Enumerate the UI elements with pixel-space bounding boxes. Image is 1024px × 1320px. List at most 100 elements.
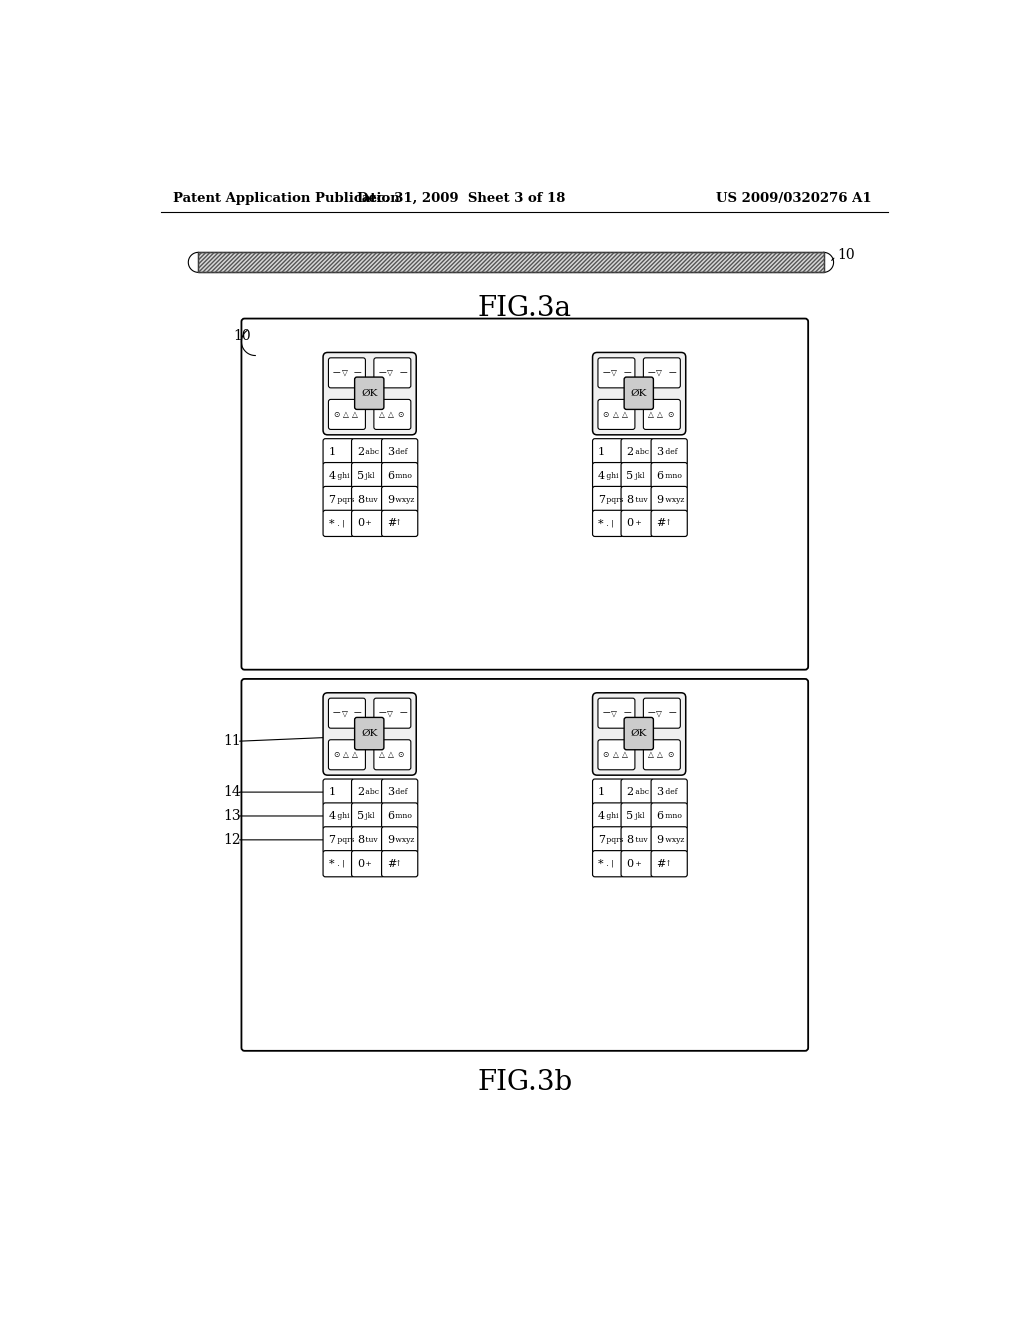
Text: +: +	[633, 859, 641, 867]
FancyBboxPatch shape	[382, 511, 418, 536]
Text: —: —	[669, 709, 677, 717]
Text: 3: 3	[387, 446, 394, 457]
Text: tuv: tuv	[364, 836, 378, 843]
FancyBboxPatch shape	[382, 803, 418, 829]
Text: ØK: ØK	[631, 389, 647, 397]
Text: . |: . |	[604, 519, 613, 528]
FancyBboxPatch shape	[593, 352, 686, 434]
FancyBboxPatch shape	[351, 803, 384, 829]
Text: —: —	[624, 368, 631, 378]
Text: 8: 8	[627, 495, 634, 504]
FancyBboxPatch shape	[374, 358, 411, 388]
Text: △: △	[657, 750, 664, 759]
FancyBboxPatch shape	[382, 487, 418, 512]
FancyBboxPatch shape	[598, 400, 635, 429]
Text: mno: mno	[663, 812, 682, 820]
FancyBboxPatch shape	[382, 438, 418, 465]
FancyBboxPatch shape	[621, 462, 653, 488]
FancyBboxPatch shape	[351, 487, 384, 512]
Text: ▽: ▽	[342, 368, 347, 378]
Text: #: #	[387, 519, 396, 528]
Text: ghi: ghi	[335, 471, 349, 479]
Text: #: #	[656, 519, 666, 528]
FancyBboxPatch shape	[351, 779, 384, 805]
Text: 4: 4	[329, 471, 336, 480]
FancyBboxPatch shape	[382, 850, 418, 876]
Text: wxyz: wxyz	[393, 836, 415, 843]
FancyBboxPatch shape	[323, 803, 354, 829]
FancyBboxPatch shape	[651, 803, 687, 829]
Text: 0: 0	[357, 519, 365, 528]
FancyBboxPatch shape	[593, 511, 624, 536]
FancyBboxPatch shape	[593, 779, 624, 805]
FancyBboxPatch shape	[329, 358, 366, 388]
Text: ▽: ▽	[656, 368, 663, 378]
Text: ØK: ØK	[361, 729, 378, 738]
FancyBboxPatch shape	[651, 487, 687, 512]
Text: *: *	[329, 519, 334, 528]
Text: abc: abc	[633, 788, 648, 796]
Text: 5: 5	[357, 810, 365, 821]
Text: 1: 1	[329, 446, 336, 457]
Text: 0: 0	[357, 859, 365, 869]
FancyBboxPatch shape	[242, 318, 808, 669]
FancyBboxPatch shape	[374, 739, 411, 770]
Text: tuv: tuv	[633, 495, 647, 503]
FancyBboxPatch shape	[651, 826, 687, 853]
FancyBboxPatch shape	[621, 487, 653, 512]
FancyBboxPatch shape	[625, 378, 653, 409]
Text: △: △	[379, 750, 384, 759]
FancyBboxPatch shape	[374, 698, 411, 729]
Text: —: —	[399, 709, 407, 717]
FancyBboxPatch shape	[593, 462, 624, 488]
Text: ⊙: ⊙	[668, 409, 674, 418]
Text: —: —	[648, 368, 655, 378]
FancyBboxPatch shape	[351, 511, 384, 536]
Text: 4: 4	[598, 810, 605, 821]
Text: —: —	[379, 709, 386, 717]
FancyBboxPatch shape	[323, 850, 354, 876]
FancyBboxPatch shape	[374, 400, 411, 429]
FancyBboxPatch shape	[593, 850, 624, 876]
Text: △: △	[648, 750, 654, 759]
Text: def: def	[393, 788, 408, 796]
Text: 0: 0	[627, 519, 634, 528]
Text: △: △	[343, 409, 349, 418]
Text: 2: 2	[627, 787, 634, 797]
FancyBboxPatch shape	[643, 739, 680, 770]
FancyBboxPatch shape	[621, 511, 653, 536]
Text: tuv: tuv	[633, 836, 647, 843]
Text: 1: 1	[598, 787, 605, 797]
Text: def: def	[663, 788, 677, 796]
FancyBboxPatch shape	[354, 378, 384, 409]
Text: ↑: ↑	[663, 519, 672, 528]
FancyBboxPatch shape	[329, 739, 366, 770]
FancyBboxPatch shape	[621, 779, 653, 805]
Text: ⊙: ⊙	[333, 409, 339, 418]
FancyBboxPatch shape	[621, 826, 653, 853]
Text: 7: 7	[598, 834, 605, 845]
Text: 6: 6	[656, 471, 664, 480]
Bar	[199, 252, 823, 272]
Text: △: △	[388, 750, 393, 759]
Text: mno: mno	[663, 471, 682, 479]
Text: —: —	[379, 368, 386, 378]
Text: FIG.3a: FIG.3a	[478, 296, 571, 322]
Text: —: —	[648, 709, 655, 717]
FancyBboxPatch shape	[593, 803, 624, 829]
FancyBboxPatch shape	[651, 850, 687, 876]
Text: . |: . |	[335, 859, 344, 867]
Text: 8: 8	[627, 834, 634, 845]
Text: pqrs: pqrs	[335, 836, 354, 843]
FancyBboxPatch shape	[593, 487, 624, 512]
Text: —: —	[602, 709, 610, 717]
FancyBboxPatch shape	[323, 826, 354, 853]
Text: 3: 3	[656, 787, 664, 797]
Text: Dec. 31, 2009  Sheet 3 of 18: Dec. 31, 2009 Sheet 3 of 18	[357, 191, 566, 205]
Text: ØK: ØK	[361, 389, 378, 397]
FancyBboxPatch shape	[625, 718, 653, 750]
Text: 8: 8	[357, 495, 365, 504]
Text: 12: 12	[223, 833, 241, 847]
FancyBboxPatch shape	[354, 718, 384, 750]
Text: 13: 13	[223, 809, 241, 822]
